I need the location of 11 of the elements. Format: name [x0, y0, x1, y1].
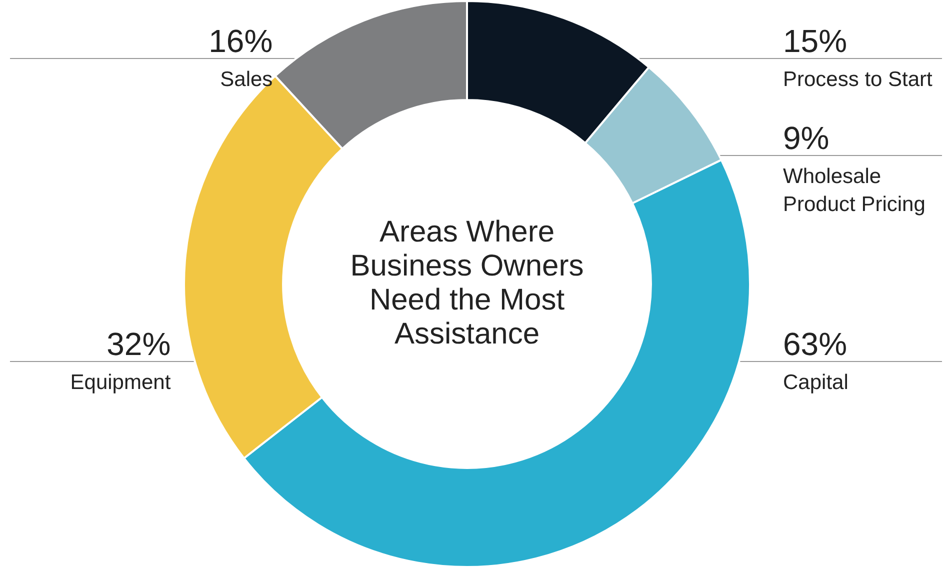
slice-label: Capital: [783, 371, 848, 394]
data-label: 9%: [783, 120, 830, 156]
text: Areas Where Business Owners Need the Most Assistance: [350, 215, 584, 350]
slice-label: Process to Start: [783, 68, 933, 91]
data-label: 32%: [106, 326, 171, 362]
data-label: 63%: [783, 326, 848, 362]
slice-label: Equipment: [70, 371, 171, 394]
data-label: 15%: [783, 23, 848, 59]
data-label: 16%: [208, 23, 273, 59]
slice-label: Sales: [220, 68, 273, 91]
slice-label: Wholesale Product Pricing: [783, 165, 926, 216]
